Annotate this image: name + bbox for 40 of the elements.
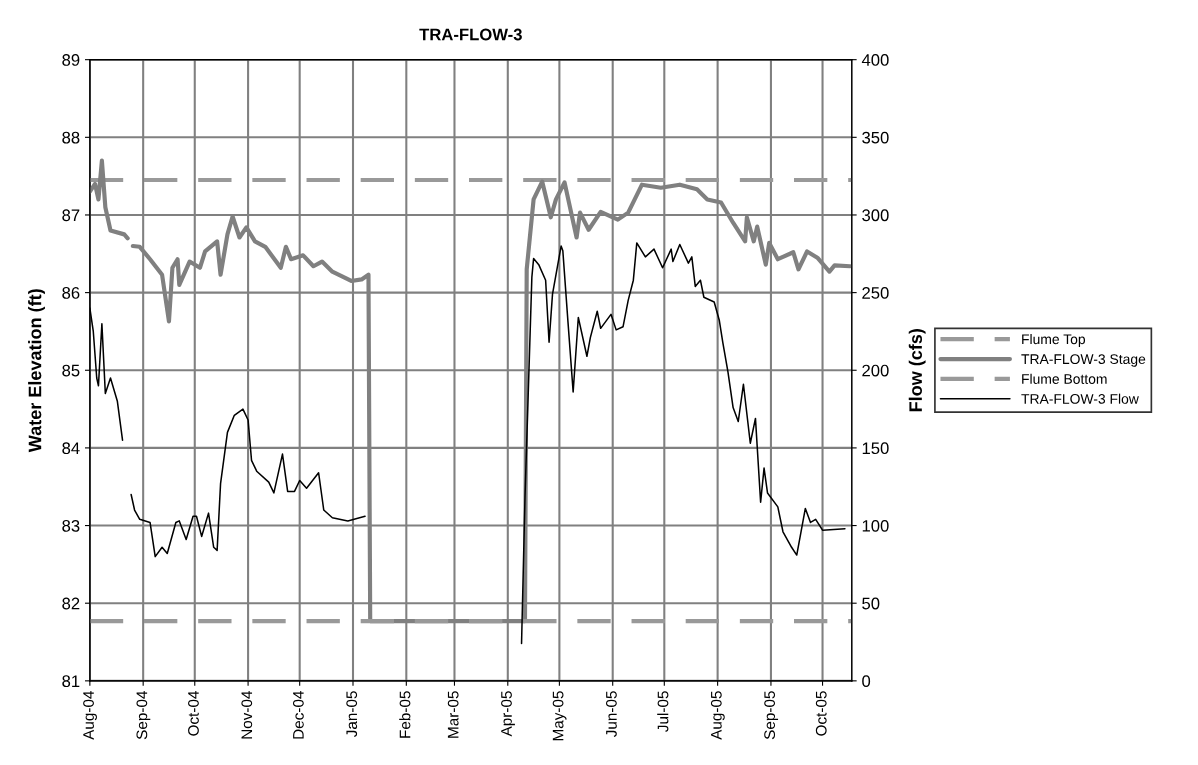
- legend-label: Flume Bottom: [1022, 373, 1107, 384]
- y2-tick-label: 350: [862, 131, 889, 144]
- y-tick-label: 82: [62, 597, 80, 610]
- y2-tick-label: 0: [862, 675, 871, 688]
- y2-tick-label: 50: [862, 597, 880, 610]
- x-tick-label: Sep-05: [764, 691, 779, 740]
- x-tick-label: Dec-04: [292, 691, 304, 739]
- y2-tick-label: 150: [862, 442, 889, 455]
- x-tick-label: Nov-04: [241, 691, 253, 739]
- y2-tick-label: 250: [862, 287, 889, 299]
- y-tick-label: 83: [62, 519, 80, 532]
- x-tick-label: Sep-04: [136, 691, 151, 740]
- y2-tick-label: 200: [862, 364, 889, 377]
- y-tick-label: 84: [62, 442, 80, 455]
- x-tick-label: Jan-05: [346, 691, 358, 738]
- y-tick-label: 85: [62, 364, 80, 377]
- y-tick-label: 89: [62, 54, 80, 66]
- y2-tick-label: 100: [862, 519, 889, 532]
- legend-label: TRA-FLOW-3 Flow: [1021, 393, 1139, 404]
- x-tick-label: Jun-05: [605, 691, 617, 738]
- y2-tick-label: 300: [862, 209, 889, 222]
- y2-axis-title: Flow (cfs): [908, 329, 926, 412]
- y-tick-label: 87: [62, 209, 80, 222]
- chart-title: TRA-FLOW-3: [419, 28, 522, 41]
- x-tick-label: Mar-05: [447, 691, 459, 738]
- x-tick-label: Oct-04: [188, 691, 199, 736]
- x-tick-label: Oct-05: [815, 691, 827, 736]
- x-tick-label: May-05: [552, 691, 567, 741]
- x-tick-label: Apr-05: [501, 691, 515, 737]
- y2-tick-label: 400: [861, 54, 889, 66]
- x-tick-label: Aug-05: [710, 691, 725, 740]
- x-tick-label: Aug-04: [83, 691, 97, 740]
- y-tick-label: 81: [62, 675, 80, 688]
- x-tick-label: Jul-05: [657, 691, 669, 732]
- y-axis-title: Water Elevation (ft): [28, 289, 45, 453]
- x-tick-label: Feb-05: [399, 691, 411, 738]
- y-tick-label: 88: [62, 131, 80, 144]
- legend-label: Flume Top: [1022, 333, 1086, 347]
- y-tick-label: 86: [62, 287, 80, 299]
- legend-label: TRA-FLOW-3 Stage: [1021, 354, 1146, 367]
